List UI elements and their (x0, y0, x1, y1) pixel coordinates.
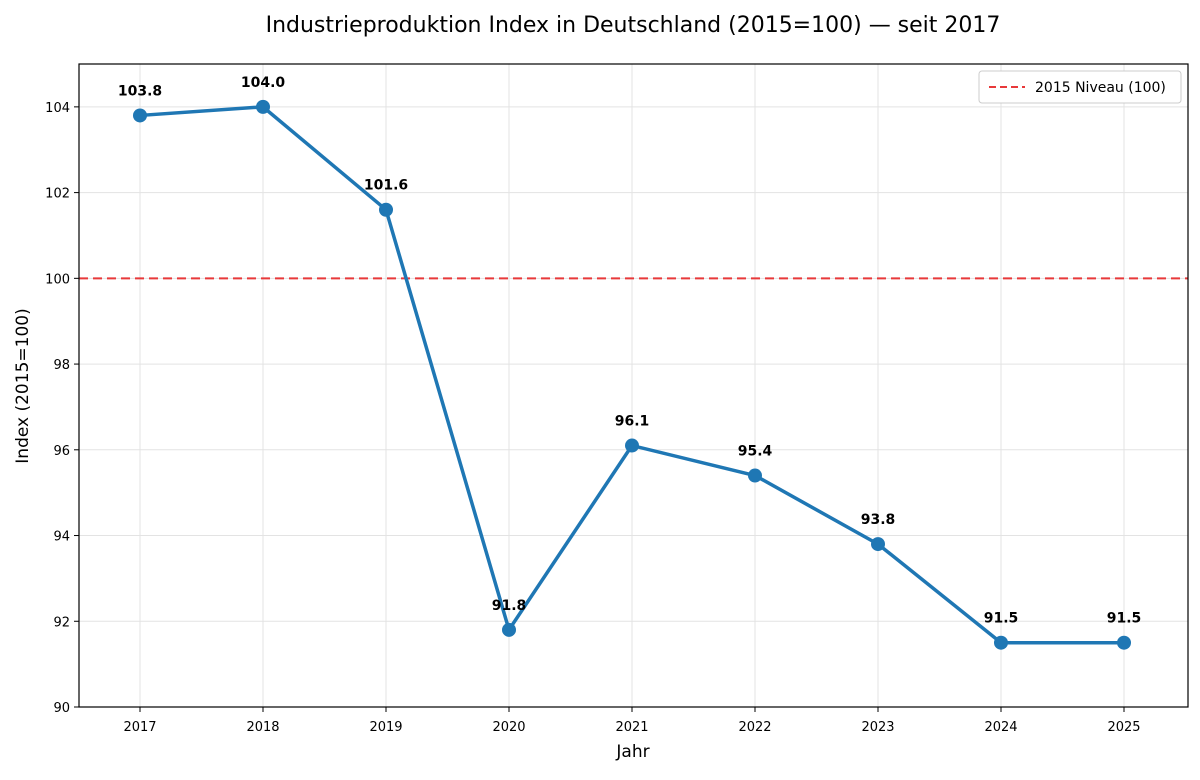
x-tick-label: 2024 (984, 720, 1017, 735)
data-label: 95.4 (738, 444, 773, 460)
data-label: 91.5 (984, 611, 1019, 627)
y-tick-label: 104 (45, 101, 70, 116)
x-axis-label: Jahr (615, 742, 649, 762)
plot-frame (78, 63, 1189, 708)
y-axis-label: Index (2015=100) (13, 308, 33, 463)
data-label: 93.8 (861, 512, 896, 528)
series-group (133, 99, 1131, 650)
data-point (133, 108, 147, 123)
x-tick-label: 2025 (1107, 720, 1140, 735)
data-label: 103.8 (118, 83, 162, 99)
data-point (379, 202, 393, 217)
data-point (748, 468, 762, 483)
x-tick-label: 2021 (615, 720, 648, 735)
y-tick-label: 100 (45, 272, 70, 287)
x-tick-label: 2020 (492, 720, 525, 735)
data-point (871, 537, 885, 552)
data-label: 91.5 (1107, 611, 1142, 627)
data-point (1117, 635, 1131, 650)
y-tick-label: 96 (53, 444, 70, 459)
x-axis-ticks: 2017 2018 2019 2020 2021 2022 2023 2024 2025 (123, 707, 1141, 735)
y-axis-ticks: 90 92 94 96 98 100 102 104 (45, 101, 79, 716)
y-tick-label: 102 (45, 187, 70, 202)
data-label: 104.0 (241, 75, 286, 91)
legend: 2015 Niveau (100) (978, 70, 1182, 104)
data-point (502, 622, 516, 637)
data-label: 91.8 (492, 598, 527, 614)
data-label: 101.6 (364, 178, 408, 194)
y-tick-label: 98 (53, 358, 70, 373)
data-point (625, 438, 639, 453)
x-tick-label: 2019 (369, 720, 402, 735)
y-tick-label: 94 (53, 530, 70, 545)
legend-label-reference: 2015 Niveau (100) (1035, 80, 1166, 96)
legend-box (978, 70, 1182, 104)
chart-title: Industrieproduktion Index in Deutschland… (266, 13, 1001, 38)
y-tick-label: 90 (53, 701, 70, 716)
x-tick-label: 2018 (246, 720, 279, 735)
data-label: 96.1 (615, 414, 650, 430)
data-point (994, 635, 1008, 650)
data-point (256, 99, 270, 114)
grid (79, 64, 1188, 708)
x-tick-label: 2017 (123, 720, 156, 735)
x-tick-label: 2023 (861, 720, 894, 735)
x-tick-label: 2022 (738, 720, 771, 735)
data-labels-group: 103.8 104.0 101.6 91.8 96.1 95.4 93.8 91.5 91.5 (118, 75, 1141, 627)
y-tick-label: 92 (53, 615, 70, 630)
